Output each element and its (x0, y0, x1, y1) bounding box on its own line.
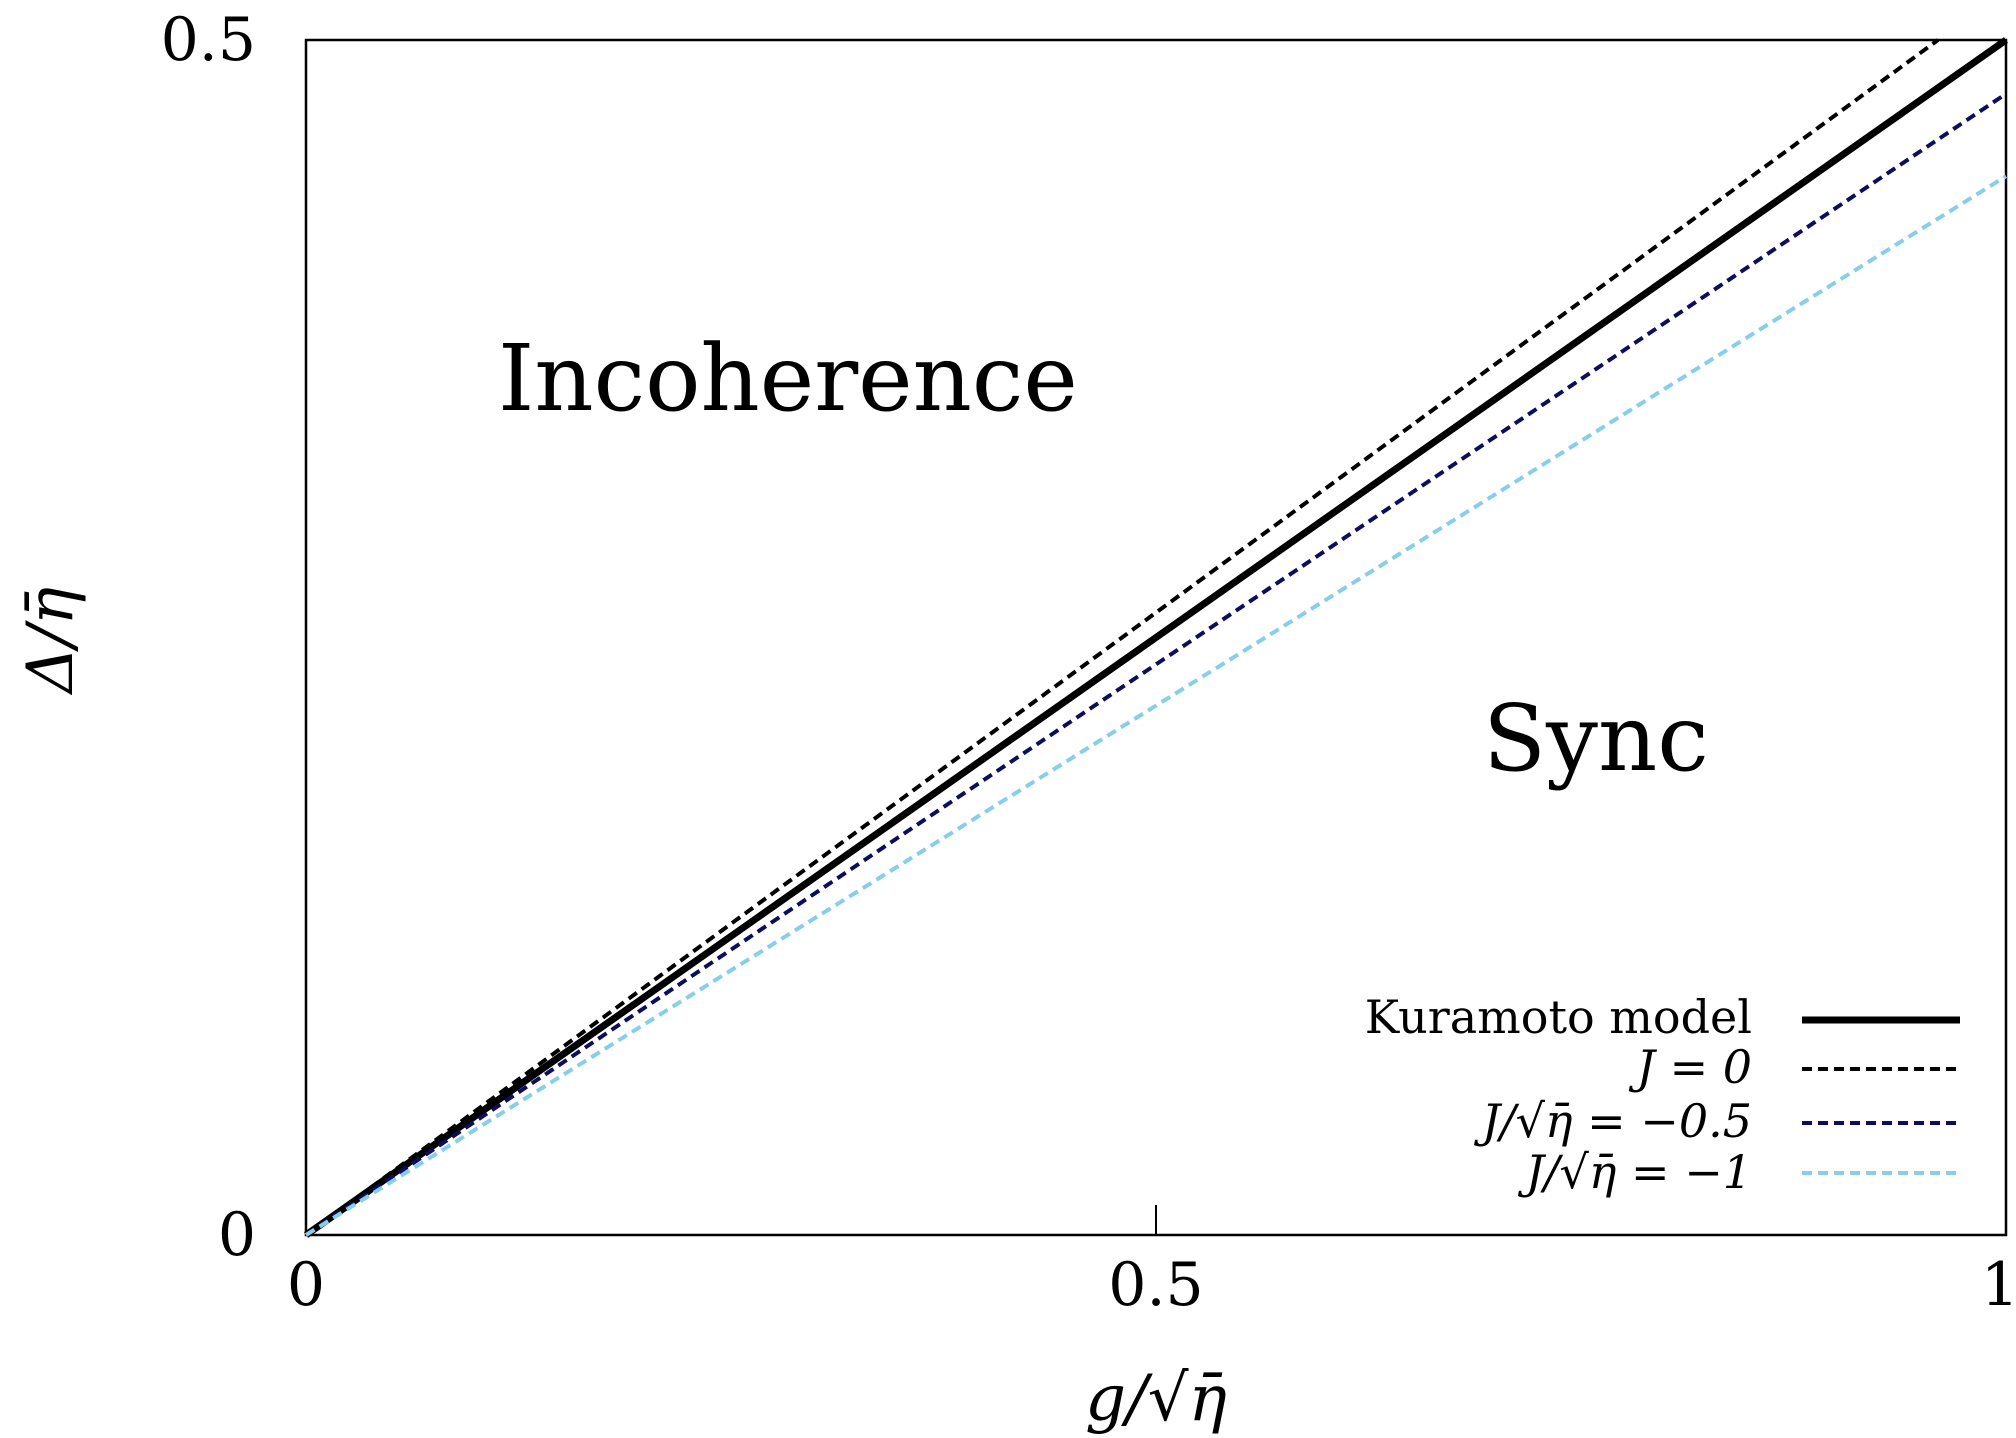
y-tick-label: 0 (218, 1200, 256, 1270)
x-axis-label: g/√η̄ (1085, 1362, 1227, 1436)
region-label-incoherence: Incoherence (498, 325, 1078, 432)
y-tick-label: 0.5 (161, 5, 256, 75)
series-line-kuramoto (303, 37, 2009, 1238)
legend-label-kuramoto: Kuramoto model (1365, 990, 1752, 1044)
x-tick-label: 0.5 (1108, 1250, 1203, 1320)
y-axis-label: Δ/η̄ (14, 587, 88, 696)
series-line-jm05 (304, 92, 2008, 1237)
x-tick-label: 0 (287, 1250, 325, 1320)
legend-label-jm1: J/√η̄ = −1 (1518, 1145, 1752, 1199)
series-line-jm1 (304, 174, 2008, 1237)
series-line-j0 (304, 38, 1940, 1237)
region-label-sync: Sync (1483, 685, 1709, 792)
x-tick-label: 1 (1981, 1250, 2016, 1320)
legend-label-j0: J = 0 (1629, 1040, 1753, 1094)
legend: Kuramoto model J = 0 J/√η̄ = −0.5 J/√η̄ … (1365, 990, 1960, 1199)
series-layer (303, 37, 2009, 1238)
legend-label-jm05: J/√η̄ = −0.5 (1474, 1094, 1752, 1148)
